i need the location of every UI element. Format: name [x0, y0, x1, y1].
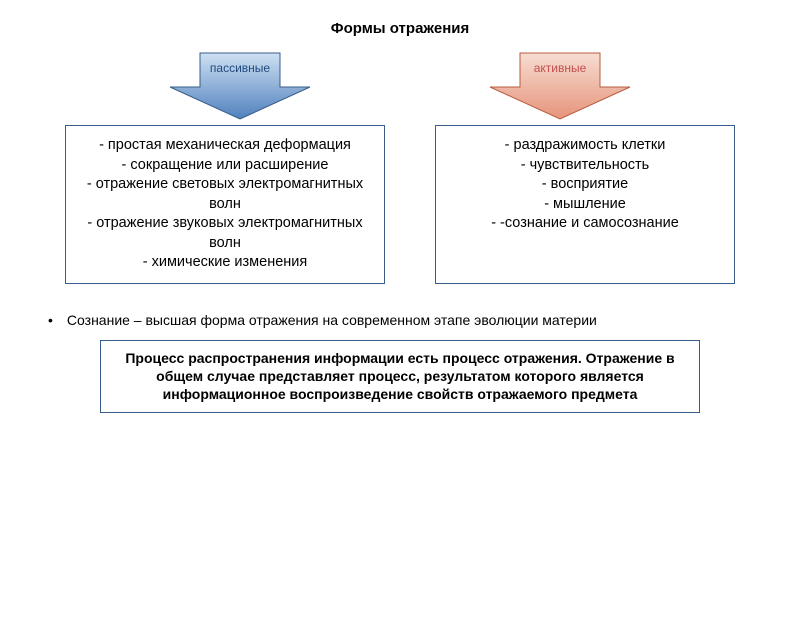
page-title: Формы отражения — [0, 20, 800, 37]
arrow-down-icon — [480, 49, 640, 121]
arrows-row: пассивные активные — [0, 49, 800, 119]
bottom-definition-box: Процесс распространения информации есть … — [100, 340, 700, 413]
boxes-row: - простая механическая деформация- сокра… — [0, 125, 800, 284]
footnote-bullet: Сознание – высшая форма отражения на сов… — [48, 312, 800, 328]
box-active: - раздражимость клетки- чувствительность… — [435, 125, 735, 284]
list-item: - отражение световых электромагнитных во… — [80, 175, 370, 214]
list-item: - отражение звуковых электромагнитных во… — [80, 214, 370, 253]
box-passive: - простая механическая деформация- сокра… — [65, 125, 385, 284]
arrow-left: пассивные — [160, 49, 320, 119]
arrow-right: активные — [480, 49, 640, 119]
list-item: - раздражимость клетки — [450, 136, 720, 156]
list-item: - восприятие — [450, 175, 720, 195]
list-item: - мышление — [450, 195, 720, 215]
list-item: - простая механическая деформация — [80, 136, 370, 156]
list-item: - химические изменения — [80, 253, 370, 273]
list-item: - -сознание и самосознание — [450, 214, 720, 234]
list-item: - сокращение или расширение — [80, 156, 370, 176]
arrow-down-icon — [160, 49, 320, 121]
arrow-right-label: активные — [480, 61, 640, 75]
arrow-left-label: пассивные — [160, 61, 320, 75]
list-item: - чувствительность — [450, 156, 720, 176]
